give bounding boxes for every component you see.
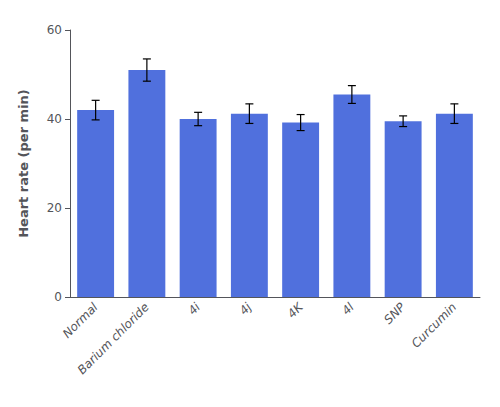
svg-text:Barium chloride: Barium chloride	[75, 300, 152, 377]
svg-text:60: 60	[47, 23, 62, 37]
svg-text:4l: 4l	[339, 300, 357, 318]
svg-text:Curcumin: Curcumin	[409, 300, 460, 351]
svg-text:Heart rate (per min): Heart rate (per min)	[16, 89, 31, 238]
svg-text:20: 20	[47, 201, 62, 215]
svg-text:40: 40	[47, 112, 62, 126]
svg-text:SNP: SNP	[381, 300, 408, 327]
svg-text:4K: 4K	[285, 299, 307, 321]
svg-text:4j: 4j	[237, 300, 255, 318]
svg-text:4i: 4i	[185, 300, 203, 318]
svg-text:0: 0	[54, 290, 62, 304]
svg-text:Normal: Normal	[60, 300, 101, 341]
